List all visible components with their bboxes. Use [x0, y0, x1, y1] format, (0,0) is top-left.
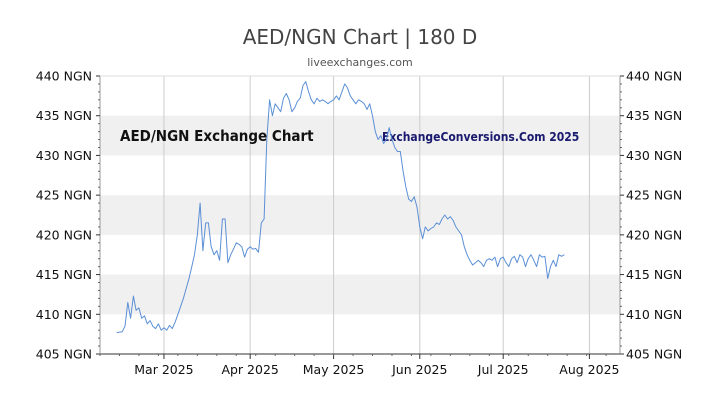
background-band: [100, 195, 620, 235]
y-axis-left: 405 NGN 410 NGN 415 NGN 420 NGN 425 NGN 430 N…: [36, 69, 100, 362]
x-tick-label: May 2025: [303, 362, 365, 377]
y-tick-label-left: 405 NGN: [36, 347, 92, 362]
y-tick-label-right: 415 NGN: [626, 267, 682, 282]
y-axis-right: 405 NGN 410 NGN 415 NGN 420 NGN 425 NGN 430 N…: [620, 69, 682, 362]
x-tick-label: Jul 2025: [477, 362, 529, 377]
y-tick-label-right: 430 NGN: [626, 148, 682, 163]
chart-subtitle: liveexchanges.com: [307, 56, 413, 69]
x-tick-label: Jun 2025: [391, 362, 447, 377]
x-tick-label: Mar 2025: [134, 362, 193, 377]
y-tick-label-right: 425 NGN: [626, 188, 682, 203]
plot-frame: [99, 75, 621, 355]
background-band: [100, 115, 620, 156]
vertical-gridlines: [163, 76, 590, 354]
chart-watermark-right: ExchangeConversions.Com 2025: [382, 130, 579, 144]
y-tick-label-right: 410 NGN: [626, 307, 682, 322]
y-tick-label-right: 420 NGN: [626, 227, 682, 242]
y-tick-label-left: 410 NGN: [36, 307, 92, 322]
background-band: [100, 274, 620, 315]
y-tick-label-left: 415 NGN: [36, 267, 92, 282]
y-tick-label-right: 435 NGN: [626, 108, 682, 123]
chart-title: AED/NGN Chart | 180 D: [242, 25, 478, 49]
x-tick-label: Apr 2025: [221, 362, 278, 377]
y-tick-label-left: 435 NGN: [36, 108, 92, 123]
y-tick-label-left: 430 NGN: [36, 148, 92, 163]
x-axis: Mar 2025 Apr 2025 May 2025 Jun 2025 Jul 2025…: [99, 354, 620, 377]
series-line: [116, 81, 565, 334]
y-tick-label-left: 440 NGN: [36, 69, 92, 84]
series-group: [116, 81, 565, 334]
y-tick-label-left: 420 NGN: [36, 227, 92, 242]
chart-watermark-left: AED/NGN Exchange Chart: [120, 127, 314, 145]
background-bands: [100, 115, 620, 315]
y-tick-label-right: 440 NGN: [626, 69, 682, 84]
x-tick-label: Aug 2025: [559, 362, 619, 377]
y-tick-label-left: 425 NGN: [36, 188, 92, 203]
y-tick-label-right: 405 NGN: [626, 347, 682, 362]
